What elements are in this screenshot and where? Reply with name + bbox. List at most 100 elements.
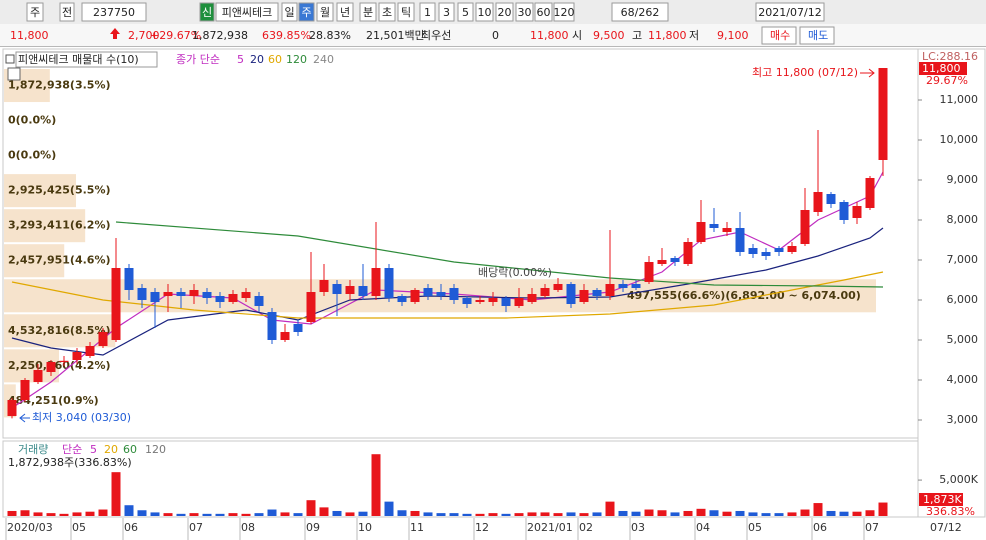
- volume-panel: [2, 440, 919, 518]
- toolbar-button[interactable]: [59, 2, 75, 22]
- info-value: 639.85%: [262, 29, 311, 42]
- info-value: 9,500: [593, 29, 625, 42]
- title-box: [15, 51, 158, 68]
- volume-bar: [618, 510, 628, 516]
- toolbar-label[interactable]: 주: [301, 6, 311, 19]
- toolbar-label[interactable]: 년: [340, 6, 350, 19]
- toolbar-button[interactable]: [553, 2, 575, 22]
- toolbar-button[interactable]: [215, 2, 279, 22]
- volume-bar: [358, 511, 368, 516]
- toolbar-label[interactable]: 10: [478, 6, 492, 19]
- profile-label: 2,250,260(4.2%): [8, 359, 111, 372]
- toolbar-button[interactable]: [281, 2, 298, 22]
- toolbar-label[interactable]: 20: [498, 6, 512, 19]
- candle-body: [579, 290, 589, 302]
- candle-body: [683, 242, 693, 264]
- candle-body: [696, 222, 706, 242]
- volume-bar: [761, 513, 771, 516]
- toolbar-button[interactable]: [359, 2, 377, 22]
- candle-body: [215, 296, 225, 302]
- order-button[interactable]: [761, 26, 797, 45]
- profile-band: [4, 314, 116, 348]
- profile-label: 484,251(0.9%): [8, 394, 99, 407]
- toolbar-button[interactable]: [438, 2, 455, 22]
- toolbar-label[interactable]: 60: [537, 6, 551, 19]
- x-tick-label: 03: [631, 521, 645, 534]
- toolbar-button[interactable]: [336, 2, 354, 22]
- toolbar-label[interactable]: 2021/07/12: [758, 6, 821, 19]
- volume-bar: [501, 513, 511, 516]
- candle-body: [670, 258, 680, 262]
- toolbar-button[interactable]: [378, 2, 396, 22]
- x-tick-label: 2021/01: [527, 521, 573, 534]
- toolbar-label[interactable]: 월: [320, 6, 330, 19]
- info-value: 1,872,938: [192, 29, 248, 42]
- toolbar-label[interactable]: 신: [202, 6, 212, 19]
- toolbar-label[interactable]: 1: [424, 6, 431, 19]
- toolbar-label[interactable]: 30: [518, 6, 532, 19]
- toolbar-label[interactable]: 68/262: [621, 6, 660, 19]
- toolbar-button[interactable]: [457, 2, 474, 22]
- candle-body: [150, 292, 160, 302]
- volume-bar: [527, 512, 537, 516]
- chart-title: 피앤씨테크 매물대 수(10): [18, 53, 139, 66]
- toolbar-label[interactable]: 전: [62, 6, 72, 19]
- volume-bar: [514, 513, 524, 516]
- toolbar-label[interactable]: 분: [363, 6, 373, 19]
- toolbar-label[interactable]: 120: [554, 6, 575, 19]
- volume-bar: [800, 509, 810, 516]
- axis-top-label: LC:288.16: [922, 50, 978, 63]
- toolbar-label[interactable]: 일: [284, 5, 294, 19]
- volume-bar: [839, 511, 849, 516]
- volume-last-tag: [919, 493, 963, 506]
- toolbar-label[interactable]: 틱: [401, 6, 411, 19]
- candle-body: [241, 292, 251, 298]
- volume-legend-prefix: 단순: [62, 443, 82, 456]
- candle-body: [46, 362, 56, 372]
- volume-bar: [436, 513, 446, 516]
- toolbar-label[interactable]: 237750: [93, 6, 135, 19]
- volume-bar: [241, 513, 251, 516]
- toolbar-label[interactable]: 5: [462, 6, 469, 19]
- candle-body: [540, 288, 550, 296]
- toolbar-button[interactable]: [495, 2, 514, 22]
- toolbar-label[interactable]: 초: [382, 6, 392, 19]
- info-value[interactable]: 매도: [808, 29, 828, 42]
- candle-body: [280, 332, 290, 340]
- toolbar-button[interactable]: [298, 2, 315, 22]
- x-tick-label: 07: [865, 521, 879, 534]
- volume-bar: [150, 512, 160, 516]
- profile-label: 497,555(66.6%)(6,892.00 ~ 6,074.00): [627, 289, 861, 302]
- x-tick-label: 05: [748, 521, 762, 534]
- toolbar-label[interactable]: 피앤씨테크: [222, 6, 273, 19]
- volume-bar: [748, 512, 758, 516]
- toolbar-button[interactable]: [199, 2, 215, 22]
- toolbar-button[interactable]: [81, 2, 147, 22]
- toolbar-label[interactable]: 3: [443, 6, 450, 19]
- toolbar-button[interactable]: [419, 2, 436, 22]
- candle-body: [319, 280, 329, 292]
- toolbar-button[interactable]: [611, 2, 669, 22]
- candle-body: [475, 300, 485, 302]
- info-value[interactable]: 매수: [770, 29, 790, 42]
- toolbar-button[interactable]: [475, 2, 494, 22]
- volume-bar: [189, 513, 199, 516]
- candle-body: [748, 248, 758, 254]
- toolbar-button[interactable]: [316, 2, 334, 22]
- toolbar-button[interactable]: [515, 2, 534, 22]
- toolbar-button[interactable]: [534, 2, 553, 22]
- toolbar-button[interactable]: [397, 2, 415, 22]
- y-tick-label: 6,000: [947, 293, 979, 306]
- info-value: 시: [572, 29, 582, 42]
- candle-body: [436, 292, 446, 296]
- info-value: 11,800: [648, 29, 687, 42]
- candle-body: [20, 380, 30, 400]
- volume-last-label: 1,873K: [923, 493, 962, 506]
- volume-bar: [371, 454, 381, 516]
- candle-body: [553, 284, 563, 290]
- toolbar-button[interactable]: [755, 2, 825, 22]
- volume-bar: [33, 512, 43, 516]
- toolbar-button[interactable]: [26, 2, 44, 22]
- toolbar-label[interactable]: 주: [30, 6, 40, 19]
- order-button[interactable]: [799, 26, 835, 45]
